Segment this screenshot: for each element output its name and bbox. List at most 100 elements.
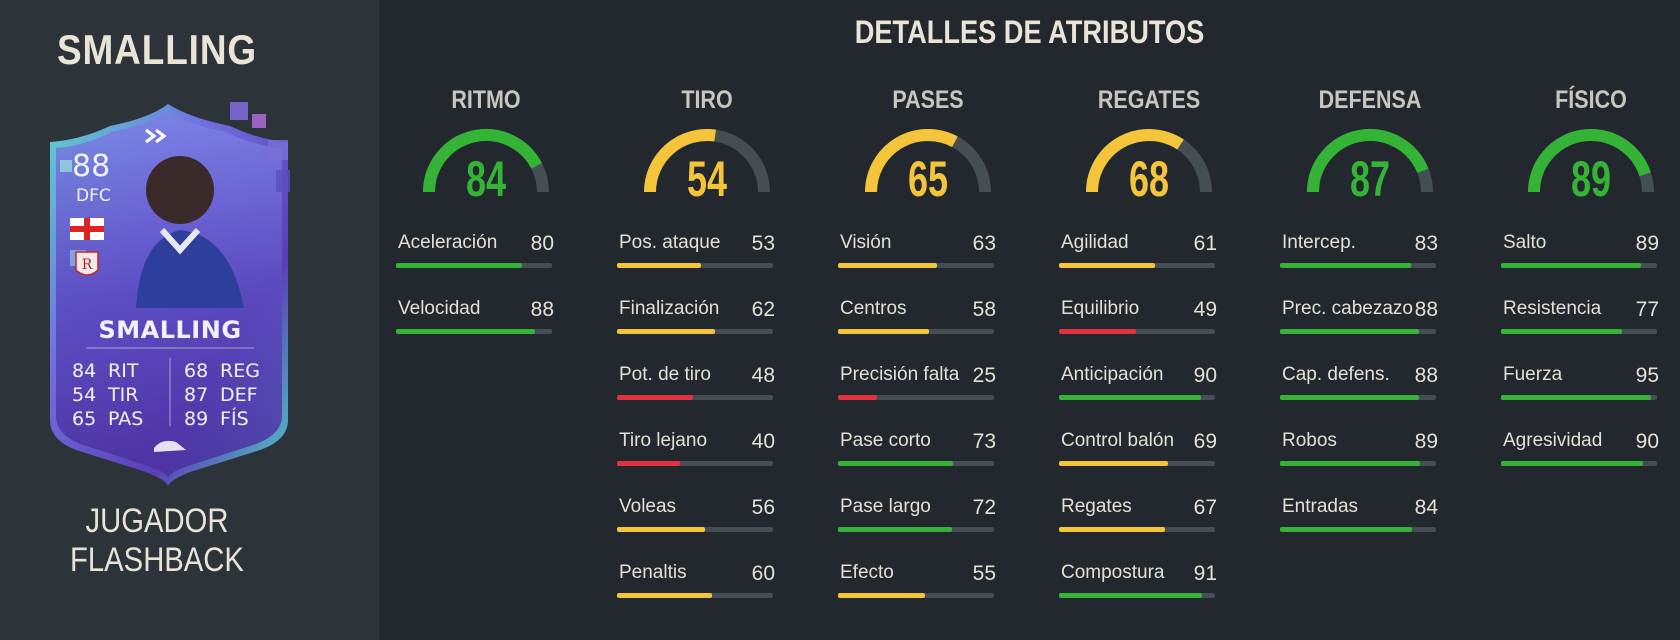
card-stat: 65 PAS	[72, 408, 144, 430]
stat-name: Tiro lejano	[619, 430, 708, 451]
stat-value: 55	[972, 562, 996, 585]
category-name: DEFENSA	[1318, 86, 1422, 114]
stat-row: Efecto 55	[838, 562, 998, 602]
stat-bar-track	[396, 263, 552, 268]
stat-bar-fill	[1059, 329, 1137, 334]
stat-row: Velocidad 88	[396, 298, 556, 338]
stat-name: Finalización	[619, 298, 720, 319]
stat-name: Centros	[840, 298, 907, 319]
stat-name: Pos. ataque	[619, 232, 721, 253]
stat-value: 25	[972, 364, 996, 387]
stat-name: Salto	[1503, 232, 1547, 253]
stat-value: 89	[1635, 232, 1659, 255]
stat-value: 88	[1414, 298, 1438, 321]
category-value: 65	[907, 151, 949, 207]
stat-bar-track	[1501, 263, 1657, 268]
stat-row: Pase largo 72	[838, 496, 998, 536]
stat-bar-fill	[617, 395, 693, 400]
stat-bar-track	[1501, 461, 1657, 466]
card-rating: 88	[72, 149, 111, 184]
stat-value: 56	[751, 496, 775, 519]
card-player-name: SMALLING	[98, 316, 242, 344]
stat-row: Visión 63	[838, 232, 998, 272]
stat-row: Centros 58	[838, 298, 998, 338]
stat-value: 83	[1414, 232, 1438, 255]
stat-row: Cap. defens. 88	[1280, 364, 1440, 404]
stat-bar-fill	[1280, 461, 1421, 466]
stat-bar-fill	[1059, 461, 1168, 466]
stat-bar-fill	[617, 329, 715, 334]
player-card[interactable]: R 88 DFC SMALLING 84 RIT 54 TIR 65 PAS 6…	[40, 100, 300, 490]
stat-bar-track	[1059, 593, 1215, 598]
category-name: FÍSICO	[1555, 86, 1627, 114]
stat-row: Prec. cabezazo 88	[1280, 298, 1440, 338]
stat-value: 61	[1193, 232, 1217, 255]
stat-name: Penaltis	[619, 562, 687, 583]
category-gauge	[1528, 129, 1654, 193]
stat-bar-track	[617, 593, 773, 598]
category-gauge	[423, 129, 549, 193]
stat-bar-track	[617, 461, 773, 466]
stat-name: Velocidad	[398, 298, 481, 319]
stat-bar-fill	[396, 329, 535, 334]
card-background-icon: R	[50, 102, 290, 486]
stat-name: Cap. defens.	[1282, 364, 1390, 385]
stat-row: Aceleración 80	[396, 232, 556, 272]
stat-row: Finalización 62	[617, 298, 777, 338]
stat-name: Precisión falta	[840, 364, 960, 385]
category-value: 89	[1570, 151, 1612, 207]
stat-bar-fill	[617, 527, 706, 532]
stat-bar-fill	[617, 263, 701, 268]
stat-bar-track	[1501, 395, 1657, 400]
stat-name: Resistencia	[1503, 298, 1602, 319]
category-gauge	[865, 129, 991, 193]
stat-bar-track	[617, 329, 773, 334]
stat-bar-track	[1059, 329, 1215, 334]
stat-value: 88	[530, 298, 554, 321]
stat-row: Compostura 91	[1059, 562, 1219, 602]
card-position: DFC	[76, 186, 111, 206]
stat-row: Agilidad 61	[1059, 232, 1219, 272]
stat-value: 73	[972, 430, 996, 453]
stat-value: 88	[1414, 364, 1438, 387]
stat-name: Equilibrio	[1061, 298, 1140, 319]
stat-name: Voleas	[619, 496, 677, 517]
stat-bar-track	[1059, 527, 1215, 532]
card-stat: 87 DEF	[184, 384, 258, 406]
stat-row: Fuerza 95	[1501, 364, 1661, 404]
stat-row: Agresividad 90	[1501, 430, 1661, 470]
stat-row: Tiro lejano 40	[617, 430, 777, 470]
stat-name: Pase largo	[840, 496, 931, 517]
stat-row: Pase corto 73	[838, 430, 998, 470]
stat-value: 72	[972, 496, 996, 519]
stat-bar-track	[617, 395, 773, 400]
stat-name: Agresividad	[1503, 430, 1603, 451]
card-stat: 68 REG	[184, 360, 260, 382]
stat-bar-fill	[1059, 527, 1165, 532]
category-gauge	[644, 129, 770, 193]
stat-bar-fill	[1501, 329, 1623, 334]
stat-value: 62	[751, 298, 775, 321]
stat-bar-fill	[1280, 527, 1413, 532]
stat-row: Salto 89	[1501, 232, 1661, 272]
stat-value: 91	[1193, 562, 1217, 585]
stat-name: Entradas	[1282, 496, 1359, 517]
gauge-fill	[423, 129, 542, 193]
stat-bar-fill	[617, 461, 680, 466]
category-name: PASES	[892, 86, 964, 114]
stat-bar-track	[1280, 329, 1436, 334]
stat-name: Intercep.	[1282, 232, 1356, 253]
stat-row: Penaltis 60	[617, 562, 777, 602]
stat-value: 49	[1193, 298, 1217, 321]
category-gauge	[1307, 129, 1433, 193]
category-name: REGATES	[1097, 86, 1201, 114]
stat-bar-fill	[1501, 263, 1642, 268]
card-stat: 54 TIR	[72, 384, 139, 406]
category-name: RITMO	[451, 86, 521, 114]
stat-bar-track	[617, 263, 773, 268]
stat-bar-track	[1280, 461, 1436, 466]
stat-bar-fill	[396, 263, 523, 268]
stat-name: Pase corto	[840, 430, 931, 451]
stat-bar-fill	[1059, 395, 1201, 400]
gauge-fill	[644, 129, 716, 193]
